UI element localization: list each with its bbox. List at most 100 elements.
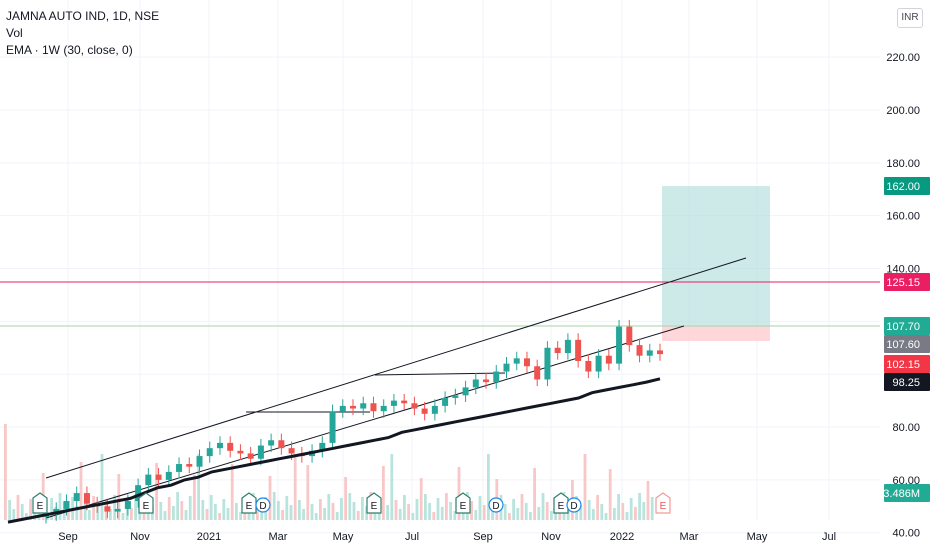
volume-bar [638,493,641,520]
target-zone[interactable] [662,186,770,326]
candle-body [575,339,582,361]
support-line-2[interactable] [374,372,506,376]
candle-body [237,450,244,454]
marker-label: D [570,501,577,512]
volume-bar [377,510,381,520]
volume-bar [256,502,259,520]
currency-label[interactable]: INR [897,8,923,28]
volume-bar [260,511,263,520]
volume-bar [29,499,32,520]
marker-label: E [371,501,378,512]
time-axis[interactable]: Sep Nov 2021 Mar May Jul Sep Nov 2022 Mar May Jul [58,531,836,543]
marker-label: E [143,501,150,512]
candle-body [421,408,428,414]
event-marker-earnings: E [366,492,382,514]
price-axis[interactable]: 220.00200.00180.00160.00140.00120.00100.… [886,52,920,540]
volume-bar [125,499,129,520]
volume-bar [134,494,137,520]
stop-zone[interactable] [662,326,770,341]
candle-body [350,405,356,409]
volume-bar [361,497,364,520]
candle-body [73,493,80,502]
volume-bar [398,509,402,520]
marker-shape [488,497,504,513]
volume-bar [646,481,650,520]
x-tick-label: 2022 [610,531,634,543]
volume-bar [218,513,221,520]
price-tag-label: 98.25 [892,377,920,389]
marker-shape [138,492,154,514]
candle-body [544,347,551,380]
x-tick-label: Mar [269,531,288,543]
candle-body [564,339,571,354]
volume-bar [617,494,620,520]
volume-bar [50,498,53,520]
event-marker-earnings: E [32,492,48,514]
volume-bar [344,477,347,520]
volume-bar [436,498,440,520]
volume-bar [12,509,16,520]
price-tag-bg [884,355,930,373]
volume-bar [121,513,125,520]
volume-bar [67,511,70,520]
price-tag-bg [884,373,930,391]
volume-bar [58,493,62,520]
volume-bar [482,505,486,520]
candle-body [636,345,643,356]
volume-bar [390,454,394,520]
volume-bar [281,510,284,520]
volume-bar [268,476,272,520]
candle-body [83,493,90,504]
volume-bar [587,500,591,520]
volume-bar [541,493,545,520]
event-marker-earnings: E [138,492,154,514]
marker-shape [455,492,471,514]
volume-bar [310,504,314,520]
volume-bar [172,506,175,520]
candle-body [124,501,131,509]
volume-bar [604,513,608,520]
volume-bar [289,505,293,520]
volume-bar [155,463,158,520]
volume-bar [650,497,654,520]
legend-symbol[interactable]: JAMNA AUTO IND, 1D, NSE [6,9,160,23]
channel-upper-line[interactable] [45,257,747,479]
event-marker-dividend: D [566,497,582,513]
candle-body [339,405,346,412]
volume-bar [419,478,423,520]
x-tick-label: May [747,531,768,543]
marker-shape [32,492,48,514]
volume-bar [407,504,410,520]
candle-body [483,379,490,383]
volume-bar [230,464,234,520]
volume-bar [20,504,24,520]
volume-bar [159,502,163,520]
volume-bar [222,499,226,520]
price-tag: 107.60 [884,335,930,353]
candle-body [227,442,234,451]
price-tag-bg [884,484,930,502]
price-tag-bg [884,317,930,335]
volume-bar [277,501,280,520]
volume-bar [193,475,196,520]
legend-ema[interactable]: EMA · 1W (30, close, 0) [6,43,133,57]
volume-bar [445,493,448,520]
volume-bar [184,510,188,520]
volume-bar [634,507,637,520]
volume-bar [449,502,452,520]
volume-bar [331,503,335,520]
volume-bar [424,494,427,520]
candle-body [462,387,469,396]
legend-volume[interactable]: Vol [6,26,23,40]
volume-bar [503,504,507,520]
volume-bar [180,501,184,520]
volume-bar [201,500,205,520]
candle-body [319,442,326,451]
x-tick-label: 2021 [197,531,221,543]
volume-bar [205,509,209,520]
volume-bar [214,504,217,520]
volume-bar [335,512,339,520]
x-tick-label: Sep [473,531,493,543]
